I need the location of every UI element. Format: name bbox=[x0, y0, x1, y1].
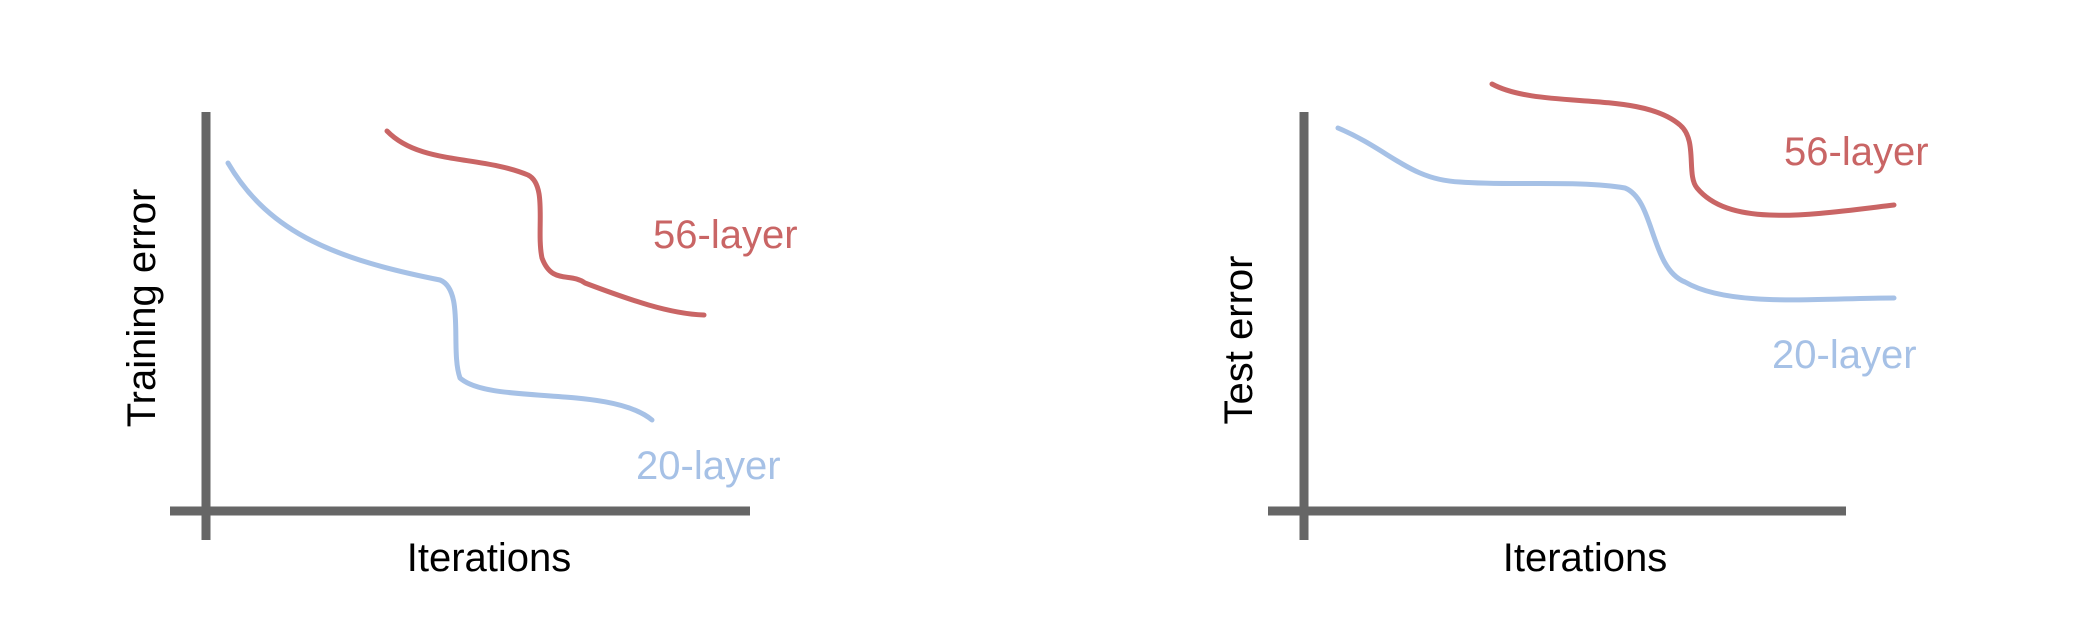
panel-test: Test error Iterations 56-layer 20-layer bbox=[1217, 81, 1929, 580]
training-curve-56-layer bbox=[384, 128, 707, 318]
training-curve-20-layer bbox=[225, 160, 655, 423]
test-label-20-layer: 20-layer bbox=[1772, 333, 1917, 377]
test-curve-56-layer bbox=[1489, 81, 1897, 218]
test-x-axis-label: Iterations bbox=[1503, 536, 1668, 580]
training-label-56-layer: 56-layer bbox=[653, 213, 798, 257]
panel-training: Training error Iterations 56-layer 20-la… bbox=[120, 112, 798, 580]
test-y-axis-label: Test error bbox=[1217, 256, 1261, 425]
training-label-20-layer: 20-layer bbox=[636, 444, 781, 488]
training-x-axis-label: Iterations bbox=[407, 536, 572, 580]
test-label-56-layer: 56-layer bbox=[1784, 130, 1929, 174]
training-y-axis-label: Training error bbox=[120, 189, 164, 428]
test-curve-20-layer bbox=[1335, 125, 1897, 303]
